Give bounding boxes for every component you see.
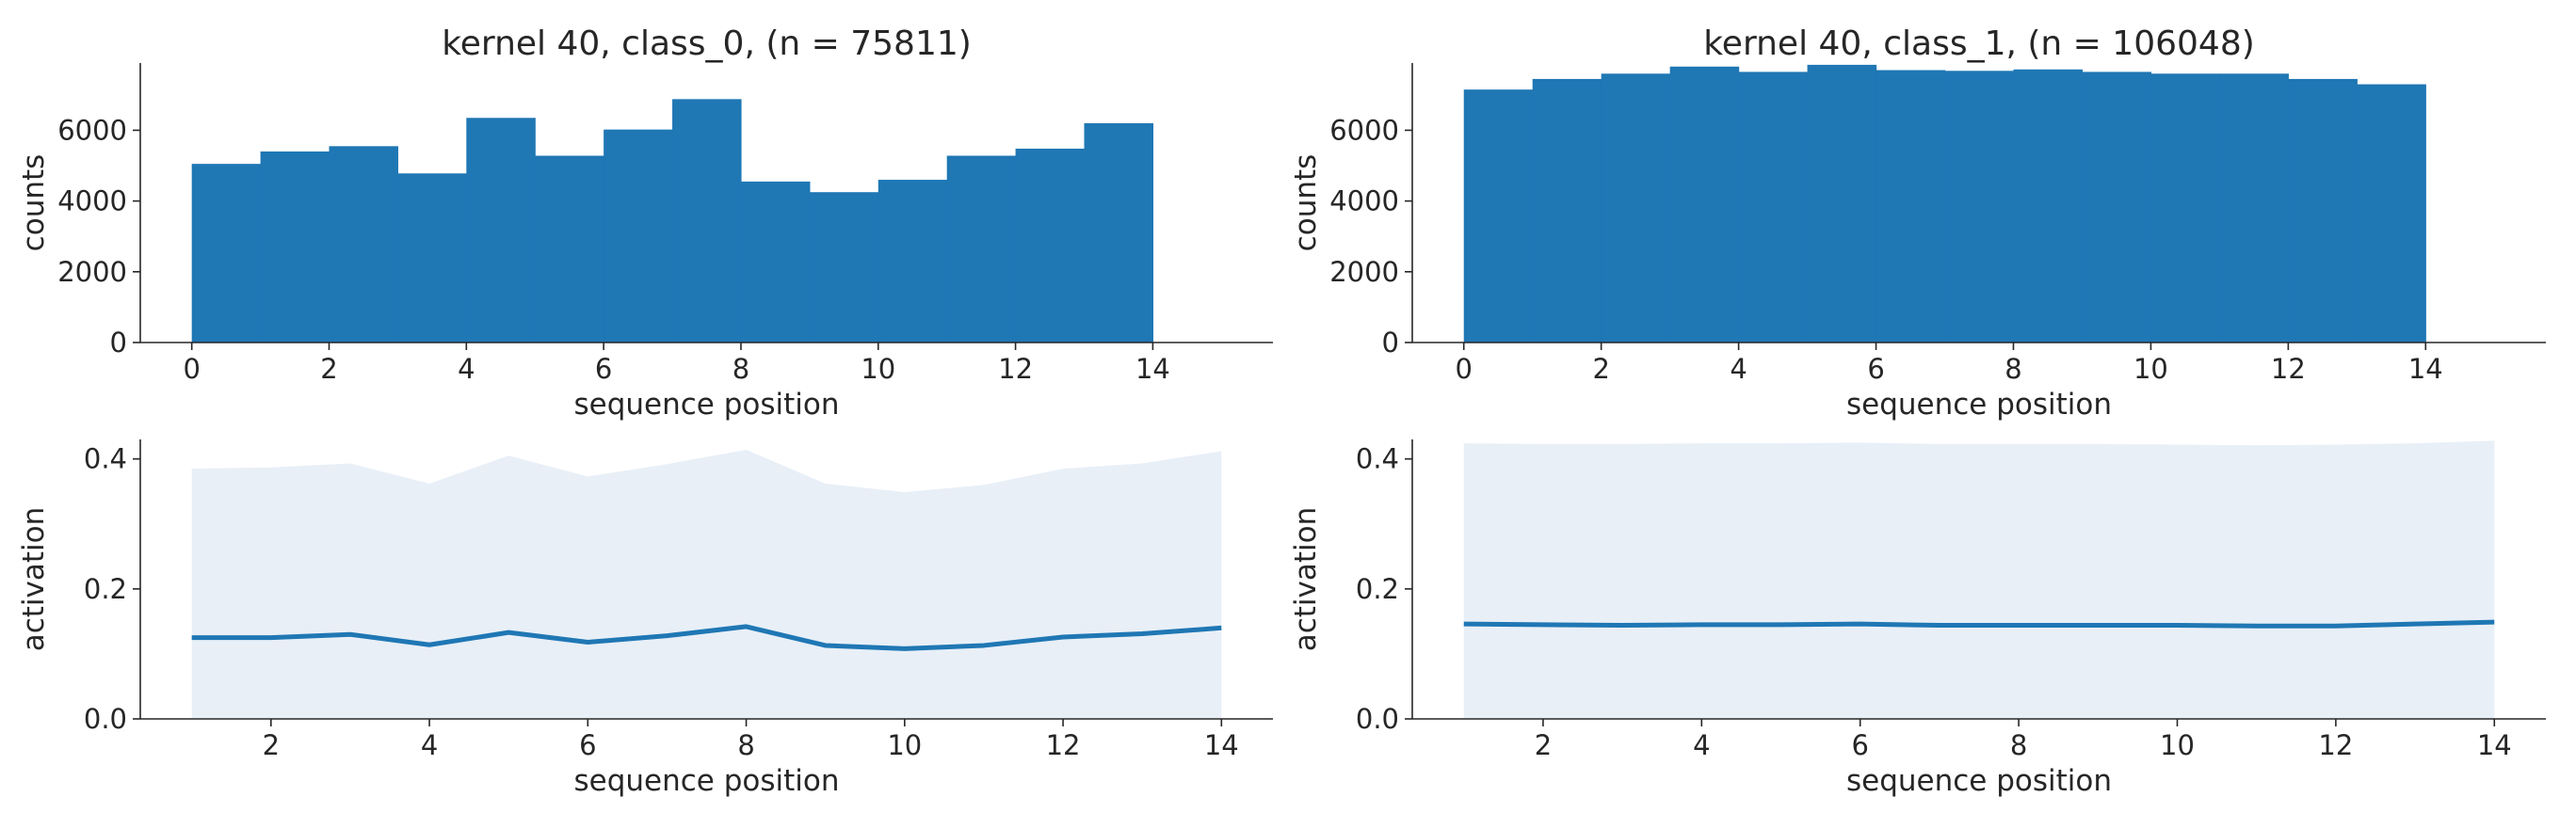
histogram-bar [260,151,330,343]
histogram-bar [466,118,536,343]
y-tick-label: 0.0 [84,703,127,735]
y-tick-label: 0 [110,327,127,359]
x-tick-label: 8 [733,353,749,385]
y-axis-label: activation [17,507,51,652]
chart-hist-class1: 0 2 4 6 8 10 12 14 0 2000 4000 6000 sequence positio… [1289,24,2546,422]
x-tick-label: 2 [263,729,280,761]
x-tick-label: 6 [595,353,612,385]
x-tick-label: 6 [579,729,596,761]
x-tick-label: 6 [1851,729,1868,761]
y-tick-label: 4000 [1329,185,1399,217]
x-tick-label: 2 [320,353,337,385]
histogram-bar [2150,73,2220,343]
y-tick-label: 2000 [57,256,127,288]
x-tick-label: 2 [1535,729,1552,761]
histogram-bar [191,164,262,343]
histogram-bar [1463,89,1534,343]
histogram-bar [1738,72,1809,343]
histogram-bar [2082,72,2152,343]
y-tick-label: 2000 [1329,256,1399,288]
histogram-bar [672,99,742,343]
x-tick-label: 10 [887,729,922,761]
histogram-bar [535,155,604,343]
activation-mean-line [191,624,1222,651]
x-tick-label: 8 [737,729,754,761]
x-tick-label: 10 [861,353,895,385]
x-axis-label: sequence position [573,388,839,422]
histogram-bar [877,180,948,343]
y-axis-label: counts [1289,154,1323,252]
x-tick-label: 4 [458,353,475,385]
x-tick-label: 10 [2160,729,2195,761]
histogram-bar [1876,70,1946,343]
x-tick-label: 4 [421,729,438,761]
histogram-bar [740,181,811,343]
y-tick-label: 0.4 [84,443,127,475]
x-tick-label: 0 [1456,353,1473,385]
histogram-bar [1807,64,1877,343]
histogram-bar [397,173,467,343]
y-tick-label: 0.2 [1356,573,1399,605]
histogram-bar [329,146,399,343]
histogram-bar [946,155,1017,343]
y-tick-label: 6000 [1329,114,1399,146]
x-axis-label: sequence position [573,764,839,798]
histogram-bar [1532,78,1602,343]
x-tick-label: 10 [2133,353,2168,385]
histogram-bar [2219,73,2289,343]
histogram-bar [1084,122,1154,343]
y-tick-label: 4000 [57,185,127,217]
x-tick-label: 12 [2318,729,2353,761]
x-tick-label: 12 [998,353,1033,385]
histogram-bar [1944,71,2015,343]
activation-band [191,450,1222,719]
y-tick-label: 0.0 [1356,703,1399,735]
x-tick-label: 12 [2271,353,2306,385]
activation-mean-line [1463,619,2495,629]
histogram-bar [1015,148,1086,343]
x-tick-label: 6 [1867,353,1884,385]
y-tick-label: 0 [1382,327,1399,359]
histogram-bar [809,192,879,343]
histogram-bar [2357,84,2426,343]
chart-title: kernel 40, class_0, (n = 75811) [442,24,972,63]
chart-act-class1: 2 4 6 8 10 12 14 0.0 0.2 0.4 sequence position acti… [1289,439,2546,798]
y-axis-label: counts [17,154,51,252]
x-tick-label: 4 [1693,729,1710,761]
y-tick-label: 0.2 [84,573,127,605]
chart-hist-class0: 0 2 4 6 8 10 12 14 0 2000 4000 6000 sequence positio… [17,24,1273,422]
chart-title: kernel 40, class_1, (n = 106048) [1703,24,2255,63]
x-tick-label: 14 [2408,353,2443,385]
y-tick-label: 0.4 [1356,443,1399,475]
x-tick-label: 8 [2004,353,2021,385]
x-axis-label: sequence position [1846,388,2112,422]
histogram-bar [2288,78,2358,343]
x-tick-label: 14 [2477,729,2512,761]
x-tick-label: 0 [183,353,200,385]
x-tick-label: 4 [1730,353,1747,385]
x-tick-label: 8 [2010,729,2027,761]
y-tick-label: 6000 [57,114,127,146]
histogram-bar [1669,66,1740,343]
x-tick-label: 2 [1592,353,1609,385]
x-tick-label: 14 [1204,729,1239,761]
chart-act-class0: 2 4 6 8 10 12 14 0.0 0.2 0.4 sequence position acti… [17,439,1273,798]
histogram-bar [2013,69,2084,343]
y-axis-label: activation [1289,507,1323,652]
histogram-bar [1601,73,1671,343]
x-tick-label: 14 [1135,353,1170,385]
x-axis-label: sequence position [1846,764,2112,798]
histogram-bar [604,129,673,343]
x-tick-label: 12 [1046,729,1081,761]
activation-band [1463,440,2495,719]
